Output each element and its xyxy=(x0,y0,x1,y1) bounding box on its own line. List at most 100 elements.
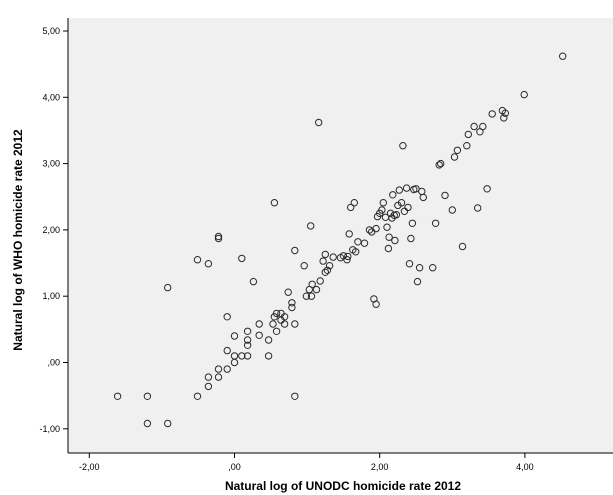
data-point xyxy=(312,285,321,294)
data-point xyxy=(323,266,332,274)
data-point xyxy=(272,327,281,335)
data-point xyxy=(264,352,273,360)
y-tick-label: 2,00 xyxy=(42,225,60,235)
data-point xyxy=(143,419,152,428)
data-point xyxy=(270,199,279,207)
data-point xyxy=(272,309,281,318)
data-point xyxy=(352,248,360,256)
x-axis-title: Natural log of UNODC homicide rate 2012 xyxy=(225,479,461,493)
data-point xyxy=(214,365,223,373)
data-point xyxy=(413,277,422,286)
data-point xyxy=(385,233,393,241)
data-point xyxy=(384,244,393,253)
data-point xyxy=(392,211,401,219)
data-point xyxy=(407,234,415,243)
data-point xyxy=(307,292,316,300)
data-point xyxy=(383,223,391,231)
data-point xyxy=(404,203,412,212)
data-point xyxy=(193,256,202,264)
data-point xyxy=(559,52,567,60)
data-point xyxy=(379,199,387,207)
data-point xyxy=(223,346,231,355)
data-point xyxy=(223,365,231,373)
data-point xyxy=(264,336,273,344)
data-point xyxy=(230,332,239,340)
x-tick-label: 2,00 xyxy=(371,462,389,472)
data-point xyxy=(288,299,296,307)
data-point xyxy=(378,206,386,214)
data-point xyxy=(321,250,329,259)
data-point xyxy=(437,159,445,168)
x-tick-label: 4,00 xyxy=(516,462,534,472)
data-point xyxy=(164,283,172,292)
data-point xyxy=(238,352,246,360)
y-tick-label: -1,00 xyxy=(39,424,60,434)
data-point xyxy=(405,260,414,268)
data-point xyxy=(464,130,472,139)
data-point xyxy=(230,352,239,360)
data-point xyxy=(302,292,311,300)
data-point xyxy=(291,320,299,328)
y-tick-label: 3,00 xyxy=(42,159,60,169)
x-tick-label: ,00 xyxy=(228,462,241,472)
data-point xyxy=(453,146,462,155)
data-point xyxy=(243,352,252,360)
data-point xyxy=(291,246,299,255)
plot-background xyxy=(68,18,613,453)
data-point xyxy=(343,256,351,264)
data-point xyxy=(389,191,397,199)
data-point xyxy=(501,109,509,117)
data-point xyxy=(408,219,417,228)
data-point xyxy=(214,373,223,381)
data-point xyxy=(280,313,289,321)
data-point xyxy=(429,264,437,272)
data-point xyxy=(479,122,487,131)
data-point xyxy=(243,327,252,335)
y-tick-label: ,00 xyxy=(47,358,60,368)
data-point xyxy=(315,118,323,127)
data-point xyxy=(284,288,292,296)
data-point xyxy=(415,264,424,272)
data-point xyxy=(441,191,449,200)
data-point xyxy=(249,277,258,286)
y-tick-label: 5,00 xyxy=(42,26,60,36)
data-points xyxy=(113,52,567,428)
data-point xyxy=(463,142,471,150)
data-point xyxy=(372,224,380,233)
data-point xyxy=(372,300,380,308)
data-point xyxy=(269,320,277,328)
x-axis-ticks: -2,00 ,00 2,00 4,00 xyxy=(79,453,534,472)
data-point xyxy=(448,206,456,214)
data-point xyxy=(143,392,152,400)
data-point xyxy=(488,110,496,118)
data-point xyxy=(204,373,213,381)
data-point xyxy=(164,419,172,428)
data-point xyxy=(243,341,252,349)
data-point xyxy=(325,262,334,270)
data-point xyxy=(520,90,528,99)
data-point xyxy=(214,234,223,243)
data-point xyxy=(255,331,263,339)
data-point xyxy=(431,219,440,228)
data-point xyxy=(280,320,289,328)
data-point xyxy=(419,193,427,202)
y-axis-title: Natural log of WHO homicide rate 2012 xyxy=(11,129,25,351)
data-point xyxy=(238,254,246,263)
data-point xyxy=(288,303,296,312)
data-point xyxy=(214,232,223,241)
data-point xyxy=(345,230,353,238)
data-point xyxy=(223,313,231,321)
data-point xyxy=(329,253,337,261)
data-point xyxy=(243,336,252,344)
data-point xyxy=(319,257,327,265)
data-point xyxy=(255,320,263,328)
data-point xyxy=(300,262,308,270)
data-point xyxy=(397,199,406,207)
data-point xyxy=(307,222,315,230)
data-point xyxy=(402,184,411,192)
data-point xyxy=(395,186,403,194)
data-point xyxy=(344,252,352,261)
data-point xyxy=(399,142,407,150)
data-point xyxy=(458,242,467,251)
